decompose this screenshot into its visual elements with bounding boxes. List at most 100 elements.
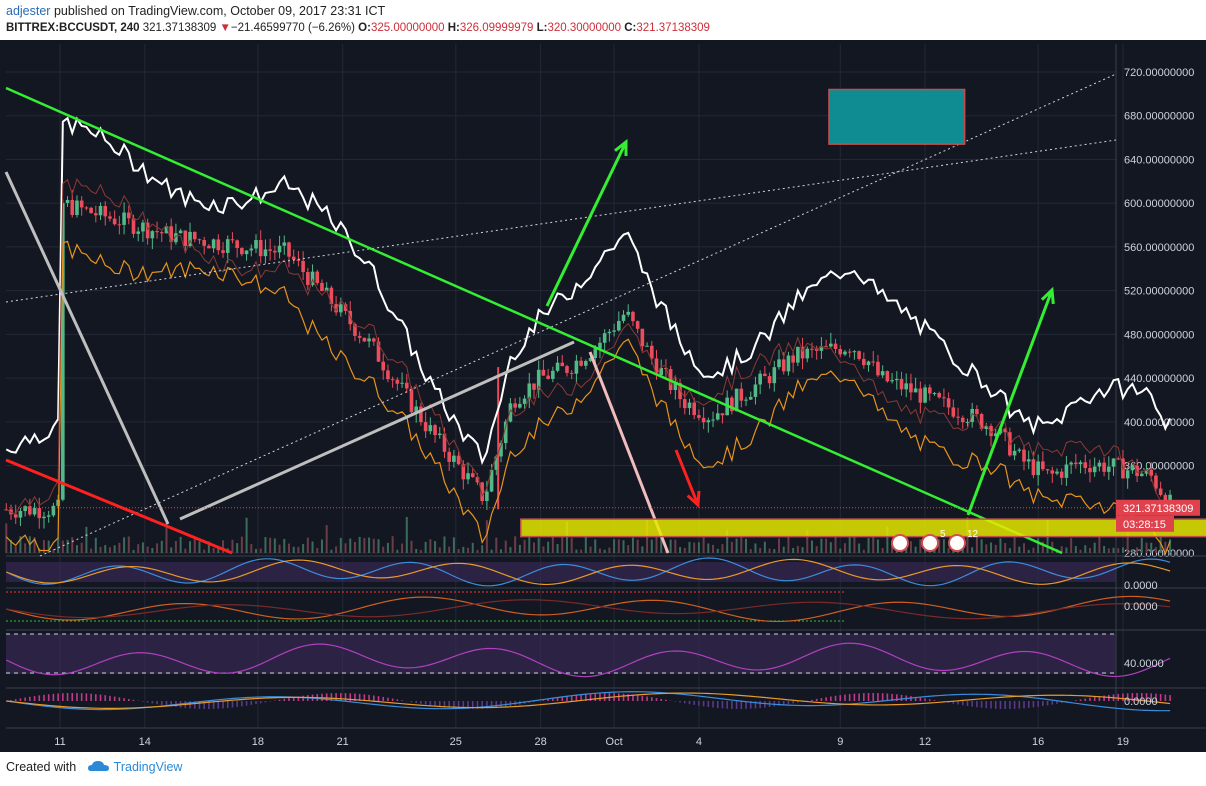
candle-body bbox=[18, 511, 23, 518]
macd-histogram-bar bbox=[1079, 699, 1082, 701]
volume-bar bbox=[909, 541, 912, 553]
macd-histogram-bar bbox=[85, 693, 88, 701]
macd-histogram-bar bbox=[448, 701, 450, 708]
candle-body bbox=[682, 399, 687, 409]
candle-body bbox=[98, 205, 103, 216]
macd-histogram-bar bbox=[495, 701, 498, 708]
candle-body bbox=[339, 304, 343, 313]
volume-bar bbox=[565, 521, 568, 553]
candle-body bbox=[433, 425, 437, 436]
volume-bar bbox=[580, 549, 583, 553]
volume-bar bbox=[796, 545, 799, 553]
candle-body bbox=[1102, 462, 1106, 472]
volume-bar bbox=[217, 546, 220, 553]
candle-body bbox=[13, 514, 18, 518]
macd-histogram-bar bbox=[566, 696, 568, 701]
macd-histogram-bar bbox=[707, 701, 710, 707]
candle-body bbox=[503, 421, 508, 444]
candle-body bbox=[687, 402, 692, 409]
macd-histogram-bar bbox=[278, 699, 281, 701]
macd-histogram-bar bbox=[570, 695, 573, 701]
macd-histogram-bar bbox=[848, 694, 851, 701]
volume-bar bbox=[504, 540, 507, 553]
candle-body bbox=[263, 249, 268, 257]
candle-body bbox=[805, 348, 810, 359]
volume-bar bbox=[1041, 541, 1044, 553]
candle-body bbox=[763, 373, 767, 377]
macd-histogram-bar bbox=[660, 698, 663, 701]
volume-bar bbox=[179, 536, 182, 553]
candle-body bbox=[174, 233, 178, 243]
tradingview-link[interactable]: TradingView bbox=[113, 760, 183, 774]
volume-bar bbox=[650, 539, 653, 553]
countdown-label: 03:28:15 bbox=[1123, 519, 1166, 531]
volume-bar bbox=[14, 546, 17, 553]
volume-bar bbox=[302, 544, 305, 553]
volume-bar bbox=[127, 536, 130, 553]
macd-histogram-bar bbox=[382, 696, 385, 701]
candle-body bbox=[112, 218, 117, 225]
macd-histogram-bar bbox=[1042, 701, 1044, 707]
candle-body bbox=[211, 239, 216, 249]
candle-body bbox=[75, 200, 79, 216]
candle-body bbox=[37, 508, 42, 519]
volume-bar bbox=[75, 545, 78, 553]
candle-body bbox=[810, 348, 814, 350]
macd-histogram-bar bbox=[1098, 696, 1101, 701]
volume-bar bbox=[396, 549, 399, 553]
candles bbox=[4, 189, 1172, 529]
volume-bar bbox=[132, 549, 135, 553]
macd-histogram-bar bbox=[726, 701, 728, 709]
macd-histogram-bar bbox=[928, 699, 931, 701]
candle-body bbox=[28, 506, 32, 515]
macd-histogram-bar bbox=[57, 693, 59, 701]
author-link[interactable]: adjester bbox=[6, 4, 51, 18]
macd-histogram-bar bbox=[957, 701, 959, 705]
volume-bar bbox=[829, 542, 832, 553]
volume-bar bbox=[476, 549, 479, 553]
candle-body bbox=[565, 366, 569, 373]
macd-histogram-bar bbox=[778, 701, 780, 706]
candle-body bbox=[584, 361, 588, 366]
macd-histogram-bar bbox=[255, 701, 257, 705]
volume-bar bbox=[471, 542, 474, 553]
y-tick-label: 560.00000000 bbox=[1124, 242, 1194, 254]
price-chart[interactable]: 720.00000000 680.00000000 640.00000000 600.… bbox=[0, 40, 1206, 752]
macd-histogram-bar bbox=[14, 699, 17, 701]
symbol-label: BITTREX:BCCUSDT, 240 bbox=[6, 22, 140, 34]
volume-bar bbox=[151, 547, 154, 553]
macd-histogram-bar bbox=[415, 701, 418, 703]
candle-body bbox=[456, 455, 461, 465]
macd-histogram-bar bbox=[999, 701, 1002, 709]
macd-histogram-bar bbox=[170, 701, 172, 707]
candle-body bbox=[164, 226, 169, 234]
volume-bar bbox=[160, 540, 163, 553]
macd-histogram-bar bbox=[226, 701, 229, 708]
x-tick-label: 21 bbox=[337, 736, 349, 748]
macd-histogram-bar bbox=[90, 693, 92, 701]
macd-histogram-bar bbox=[740, 701, 743, 709]
macd-histogram-bar bbox=[1023, 701, 1025, 709]
volume-bar bbox=[1084, 545, 1087, 553]
volume-bar bbox=[716, 548, 719, 553]
candle-body bbox=[1064, 464, 1069, 478]
candle-body bbox=[593, 348, 598, 359]
volume-bar bbox=[730, 541, 733, 553]
candle-body bbox=[400, 382, 404, 384]
volume-bar bbox=[358, 536, 361, 553]
macd-histogram-bar bbox=[486, 701, 488, 709]
red-trendline bbox=[5, 458, 233, 555]
volume-bar bbox=[938, 539, 941, 553]
macd-histogram-bar bbox=[288, 698, 290, 701]
volume-bar bbox=[985, 544, 988, 553]
macd-histogram-bar bbox=[825, 697, 827, 701]
candle-body bbox=[1017, 449, 1022, 451]
candle-body bbox=[254, 240, 258, 249]
volume-bar bbox=[368, 537, 371, 553]
volume-bar bbox=[697, 542, 700, 553]
volume-bar bbox=[61, 540, 64, 553]
candle-body bbox=[197, 239, 202, 241]
candle-body bbox=[1144, 469, 1149, 474]
indicator-level-label: 0.0000 bbox=[1124, 580, 1158, 592]
candle-body bbox=[1092, 466, 1097, 473]
